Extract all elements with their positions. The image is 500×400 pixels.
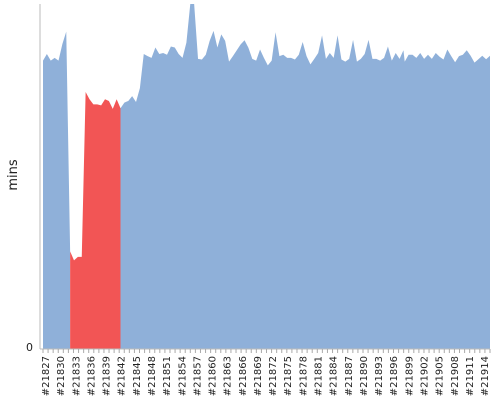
- x-tick-label: #21839: [102, 356, 113, 396]
- x-tick-label: #21851: [162, 356, 173, 396]
- x-tick-label: #21896: [389, 356, 400, 396]
- x-tick-label: #21854: [177, 356, 188, 396]
- x-tick-label: #21860: [208, 356, 219, 396]
- area-normal-after: [120, 4, 490, 349]
- x-tick-label: #21893: [374, 356, 385, 396]
- x-tick-label: #21857: [192, 356, 203, 396]
- x-tick-label: #21833: [71, 356, 82, 396]
- x-tick-label: #21881: [314, 356, 325, 396]
- x-tick-label: #21842: [117, 356, 128, 396]
- x-tick-labels: #21827 #21830 #21833 #21836 #21839 #21842 #218…: [41, 356, 491, 396]
- x-tick-label: #21908: [450, 356, 461, 396]
- x-tick-label: #21845: [132, 356, 143, 396]
- y-tick-label-0: 0: [26, 341, 33, 354]
- x-tick-label: #21905: [435, 356, 446, 396]
- x-tick-label: #21911: [465, 356, 476, 396]
- x-tick-label: #21836: [86, 356, 97, 396]
- x-tick-label: #21899: [404, 356, 415, 396]
- x-tick-label: #21878: [298, 356, 309, 396]
- x-ticks: [42, 349, 491, 353]
- x-tick-label: #21914: [480, 356, 491, 396]
- area-highlight: [70, 91, 121, 349]
- x-tick-label: #21902: [420, 356, 431, 396]
- x-tick-label: #21887: [344, 356, 355, 396]
- x-tick-label: #21866: [238, 356, 249, 396]
- x-tick-label: #21875: [283, 356, 294, 396]
- area-normal-before: [43, 31, 71, 349]
- y-axis-label: mins: [6, 159, 21, 191]
- x-tick-label: #21848: [147, 356, 158, 396]
- x-tick-label: #21869: [253, 356, 264, 396]
- x-tick-label: #21884: [329, 356, 340, 396]
- x-tick-label: #21890: [359, 356, 370, 396]
- x-tick-label: #21872: [268, 356, 279, 396]
- x-tick-label: #21830: [56, 356, 67, 396]
- x-tick-label: #21827: [41, 356, 52, 396]
- x-tick-label: #21863: [223, 356, 234, 396]
